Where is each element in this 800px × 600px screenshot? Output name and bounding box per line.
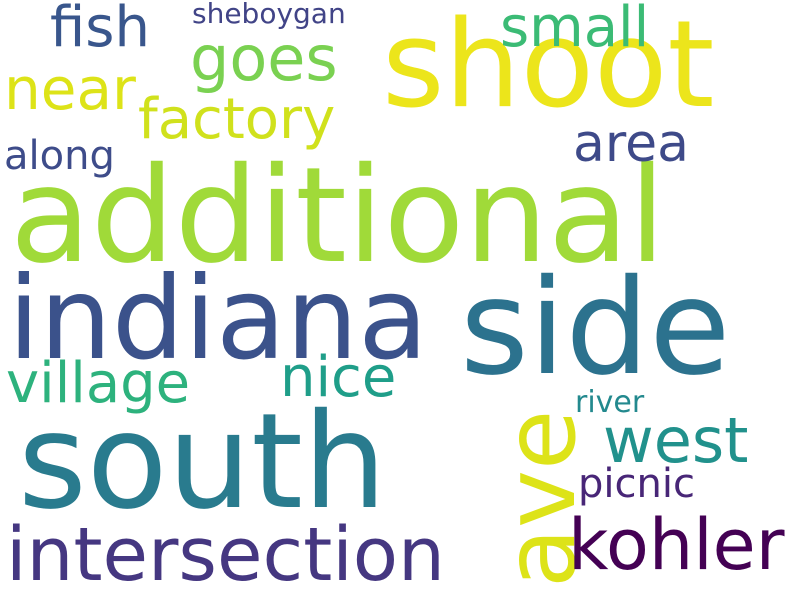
- word-indiana: indiana: [8, 252, 428, 385]
- word-goes: goes: [190, 22, 338, 95]
- word-west: west: [603, 404, 749, 477]
- word-village: village: [6, 351, 191, 416]
- word-intersection: intersection: [6, 512, 445, 598]
- word-picnic: picnic: [578, 461, 695, 507]
- word-small: small: [500, 0, 650, 60]
- word-sheboygan: sheboygan: [192, 0, 346, 30]
- word-south: south: [18, 385, 387, 539]
- word-kohler: kohler: [568, 504, 785, 586]
- word-area: area: [573, 114, 689, 174]
- word-factory: factory: [138, 87, 336, 152]
- word-river: river: [575, 385, 645, 420]
- word-additional: additional: [10, 139, 666, 293]
- word-fish: fish: [50, 0, 150, 60]
- word-side: side: [460, 251, 731, 405]
- word-near: near: [4, 55, 136, 123]
- word-nice: nice: [280, 345, 397, 410]
- word-shoot: shoot: [382, 0, 715, 135]
- word-along: along: [4, 133, 115, 179]
